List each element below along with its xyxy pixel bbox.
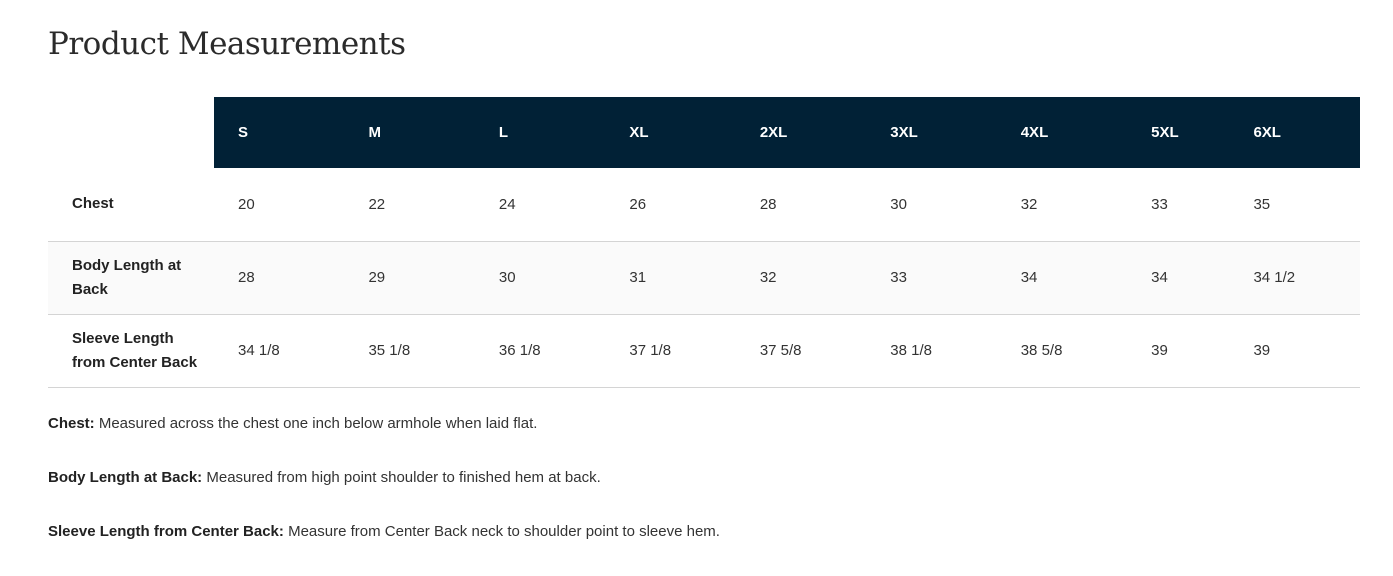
table-row: Body Length at Back 28 29 30 31 32 33 34 34 34 1/… bbox=[48, 241, 1360, 314]
note-text: Measured from high point shoulder to fin… bbox=[202, 469, 601, 486]
note-term: Sleeve Length from Center Back: bbox=[48, 523, 284, 540]
measurement-cell: 24 bbox=[498, 195, 516, 213]
size-header: 3XL bbox=[866, 97, 997, 168]
note-chest: Chest: Measured across the chest one inc… bbox=[48, 414, 720, 434]
measurement-cell: 35 bbox=[1253, 195, 1271, 213]
note-term: Chest: bbox=[48, 415, 95, 432]
header-blank-cell bbox=[48, 97, 214, 168]
measurement-cell: 29 bbox=[368, 269, 386, 286]
measurement-cell: 36 1/8 bbox=[498, 342, 541, 359]
measurement-cell: 39 bbox=[1151, 342, 1168, 359]
measurement-cell: 34 1/2 bbox=[1253, 269, 1296, 286]
measurement-cell: 20 bbox=[238, 195, 255, 213]
measurement-cell: 30 bbox=[498, 269, 516, 286]
measurement-cell: 37 1/8 bbox=[629, 342, 672, 359]
size-header: 2XL bbox=[735, 97, 867, 168]
measurement-cell: 33 bbox=[1151, 195, 1168, 213]
row-label: Body Length at Back bbox=[72, 256, 182, 298]
measurement-cell: 33 bbox=[890, 269, 907, 286]
measurements-table: S M L XL 2XL 3XL 4XL 5XL 6XL Chest 20 22 24… bbox=[48, 97, 1360, 388]
size-header: L bbox=[474, 97, 606, 168]
measurement-cell: 26 bbox=[629, 195, 647, 213]
measurement-notes: Chest: Measured across the chest one inc… bbox=[48, 414, 720, 576]
measurement-cell: 34 bbox=[1020, 269, 1038, 286]
size-header: M bbox=[344, 97, 475, 168]
size-header: XL bbox=[605, 97, 736, 168]
measurement-cell: 28 bbox=[759, 195, 777, 213]
measurement-cell: 28 bbox=[238, 269, 255, 286]
table-row: Chest 20 22 24 26 28 30 32 33 35 bbox=[48, 168, 1360, 241]
measurement-cell: 35 1/8 bbox=[368, 342, 411, 359]
measurement-cell: 30 bbox=[890, 195, 907, 213]
size-header: S bbox=[214, 97, 345, 168]
measurement-cell: 39 bbox=[1253, 342, 1271, 359]
measurement-cell: 34 1/8 bbox=[238, 342, 280, 359]
note-sleeve-length: Sleeve Length from Center Back: Measure … bbox=[48, 522, 720, 542]
row-label: Chest bbox=[72, 195, 114, 213]
measurement-cell: 32 bbox=[1020, 195, 1038, 213]
page-title: Product Measurements bbox=[48, 26, 406, 62]
size-header: 6XL bbox=[1229, 97, 1360, 168]
measurement-cell: 31 bbox=[629, 269, 647, 286]
size-header: 4XL bbox=[996, 97, 1128, 168]
measurement-cell: 34 bbox=[1151, 269, 1168, 286]
note-body-length: Body Length at Back: Measured from high … bbox=[48, 468, 720, 488]
note-text: Measure from Center Back neck to shoulde… bbox=[283, 523, 720, 540]
measurement-cell: 38 1/8 bbox=[890, 342, 932, 359]
measurement-cell: 32 bbox=[759, 269, 777, 286]
size-header: 5XL bbox=[1127, 97, 1230, 168]
table-row: Sleeve Length from Center Back 34 1/8 35 1… bbox=[48, 314, 1360, 387]
measurement-cell: 37 5/8 bbox=[759, 342, 802, 359]
measurement-cell: 22 bbox=[368, 195, 386, 213]
note-text: Measured across the chest one inch below… bbox=[94, 415, 538, 432]
measurement-cell: 38 5/8 bbox=[1020, 342, 1063, 359]
note-term: Body Length at Back: bbox=[48, 469, 203, 486]
row-label: Sleeve Length from Center Back bbox=[72, 329, 198, 371]
size-header-row: S M L XL 2XL 3XL 4XL 5XL 6XL bbox=[48, 97, 1360, 168]
